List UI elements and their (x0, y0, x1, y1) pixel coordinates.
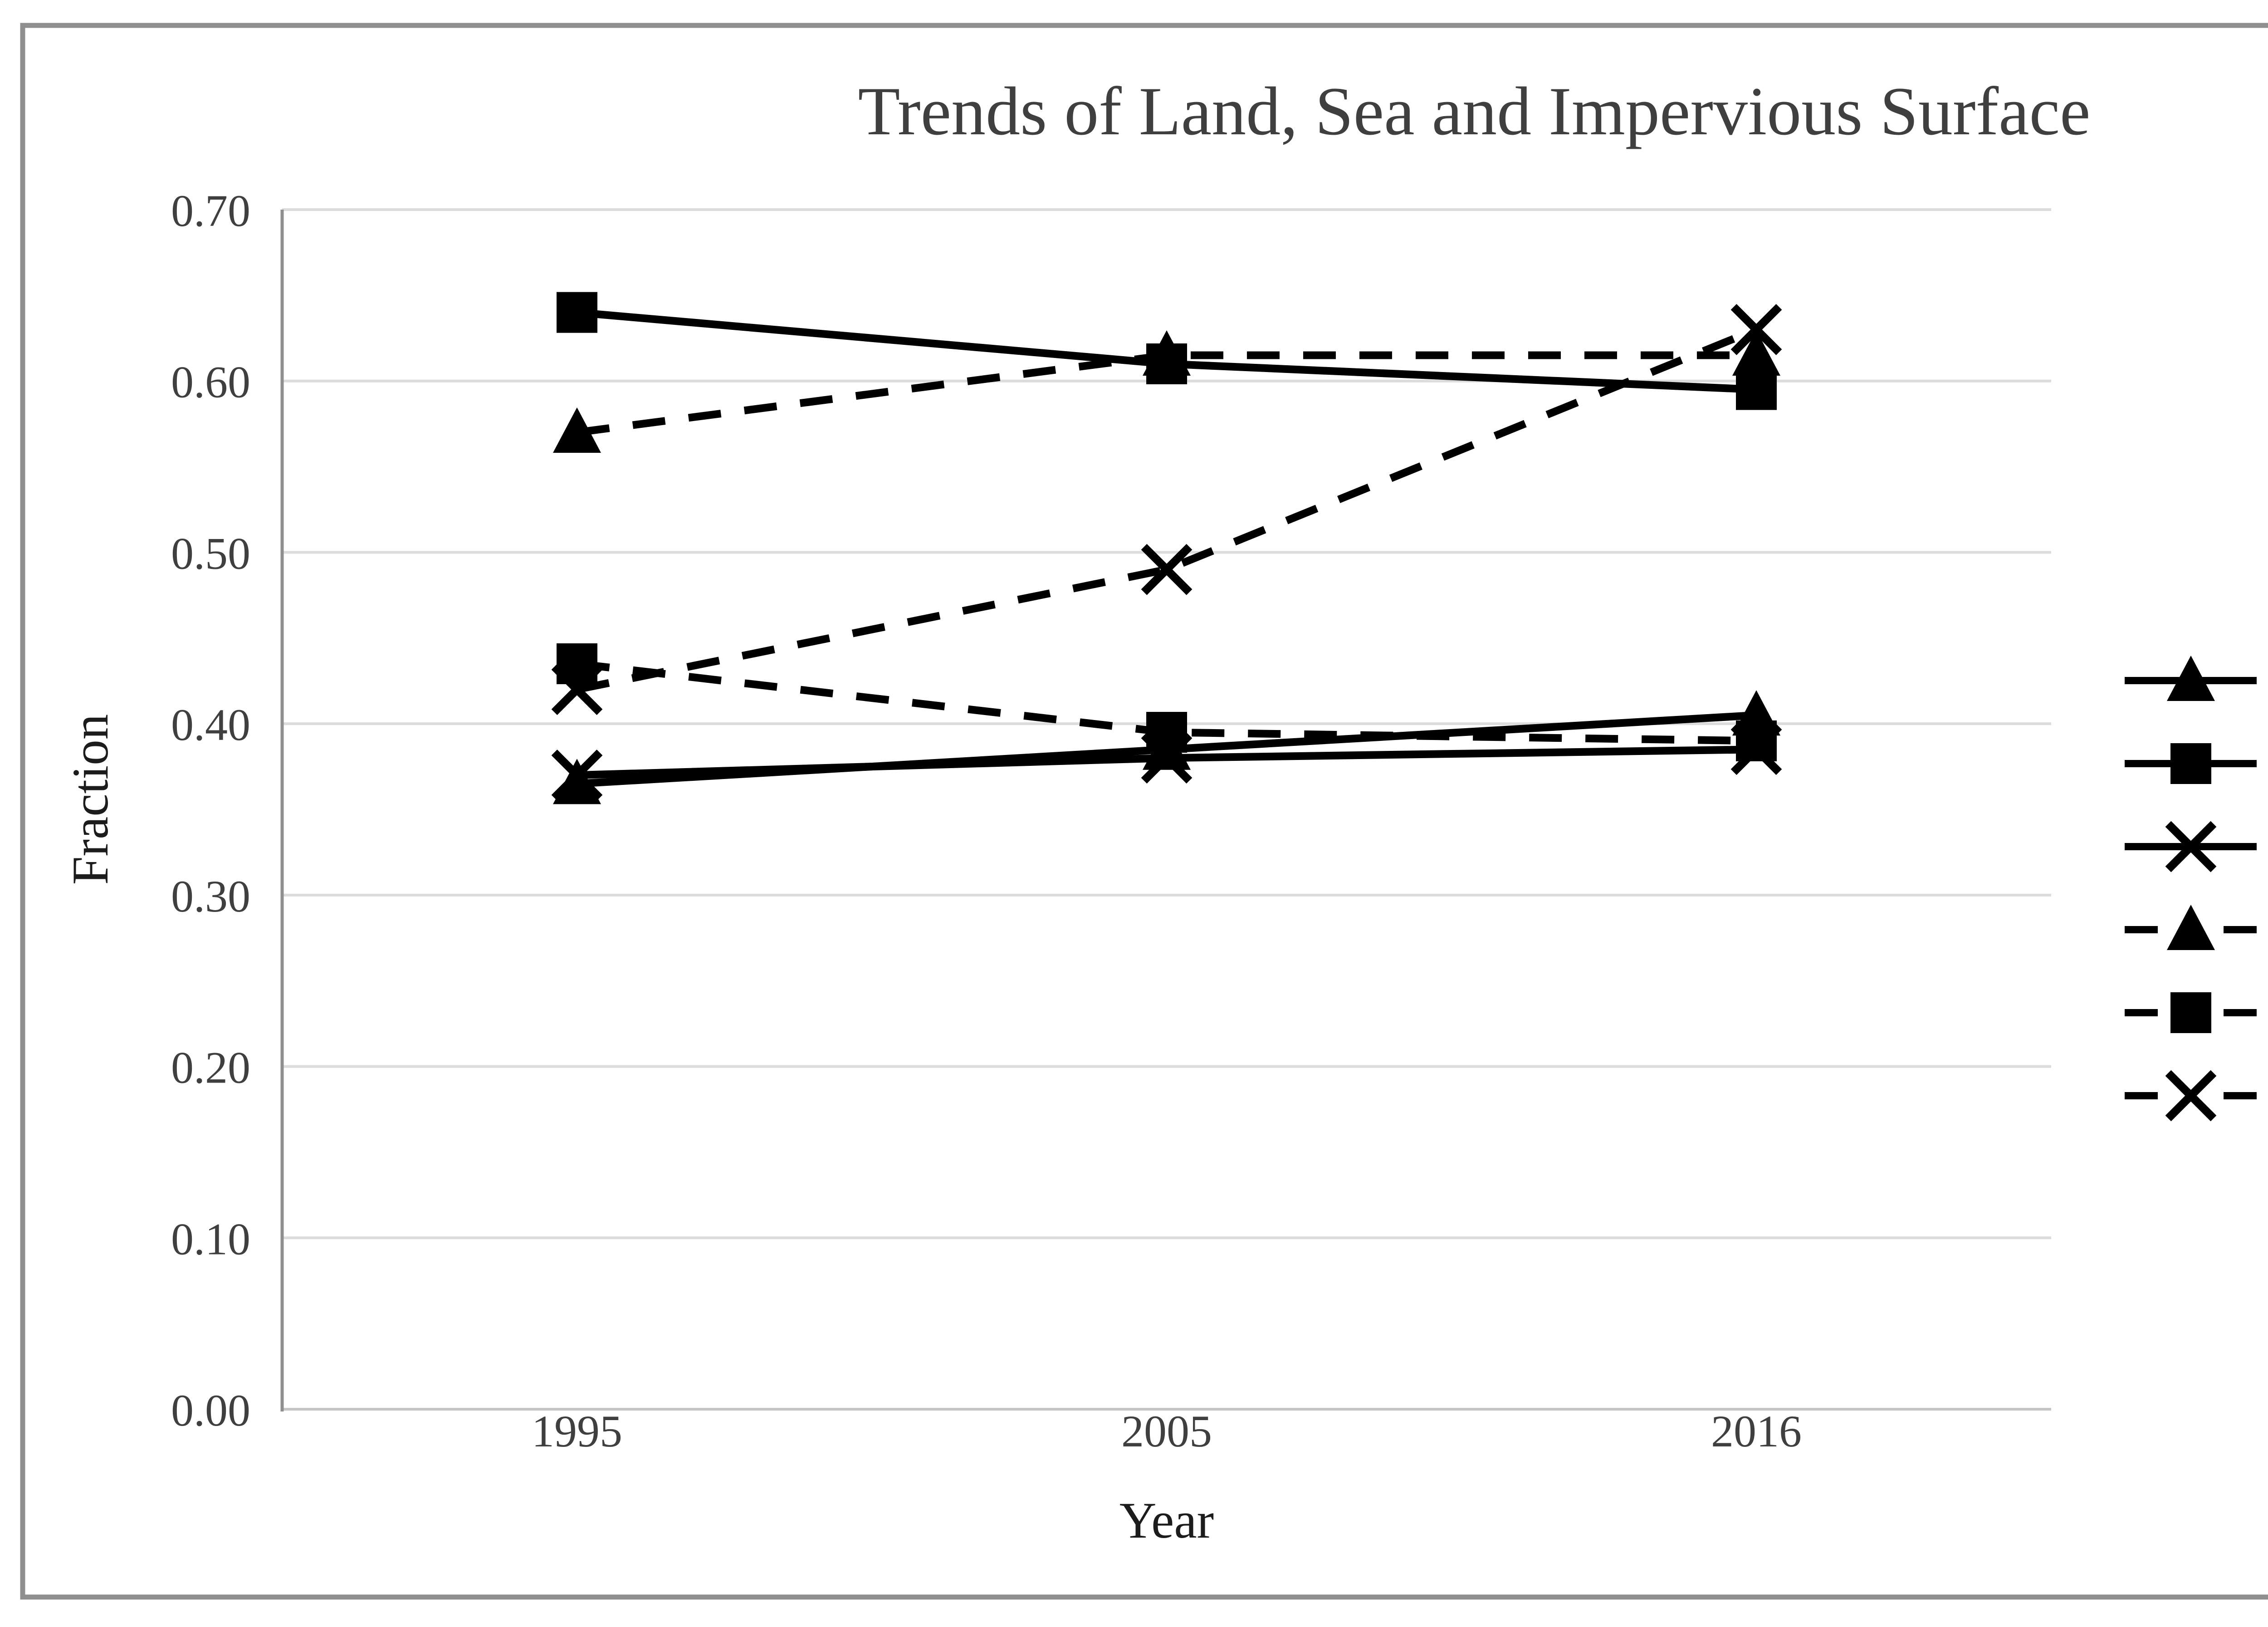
y-tick-label: 0.10 (171, 1214, 250, 1264)
x-tick-label: 2016 (1711, 1406, 1802, 1456)
series-line-5 (576, 326, 1758, 693)
series-0-marker (1143, 724, 1191, 770)
legend-marker (2165, 1070, 2217, 1122)
y-tick-label: 0.20 (171, 1043, 250, 1093)
x-axis-title: Year (1119, 1492, 1214, 1549)
x-tick-label: 2005 (1121, 1406, 1212, 1456)
y-tick-label: 0.70 (171, 186, 250, 236)
legend-marker (2165, 821, 2217, 872)
figure-border (20, 23, 2268, 1600)
legend-marker (2167, 656, 2215, 701)
x-tick-label: 1995 (532, 1406, 622, 1456)
y-axis-title: Fraction (62, 714, 119, 885)
y-tick-label: 0.60 (171, 357, 250, 407)
series-4-marker (557, 643, 597, 684)
series-3-marker (553, 407, 601, 453)
y-tick-label: 0.30 (171, 871, 250, 921)
series-1-marker (1146, 343, 1187, 384)
chart-title: Trends of Land, Sea and Impervious Surfa… (858, 73, 2091, 149)
series-1-marker (1736, 369, 1777, 410)
legend-marker (2167, 905, 2215, 950)
series-0-marker (553, 759, 601, 804)
y-tick-label: 0.50 (171, 528, 250, 578)
legend-marker (2170, 743, 2211, 784)
y-tick-label: 0.00 (171, 1385, 250, 1436)
series-0-marker (1732, 690, 1780, 736)
series-5-marker (1141, 544, 1193, 595)
series-3-marker (1732, 330, 1780, 376)
y-tick-label: 0.40 (171, 700, 250, 750)
series-1-marker (557, 292, 597, 333)
series-5-marker (1730, 304, 1782, 355)
legend-marker (2170, 992, 2211, 1033)
